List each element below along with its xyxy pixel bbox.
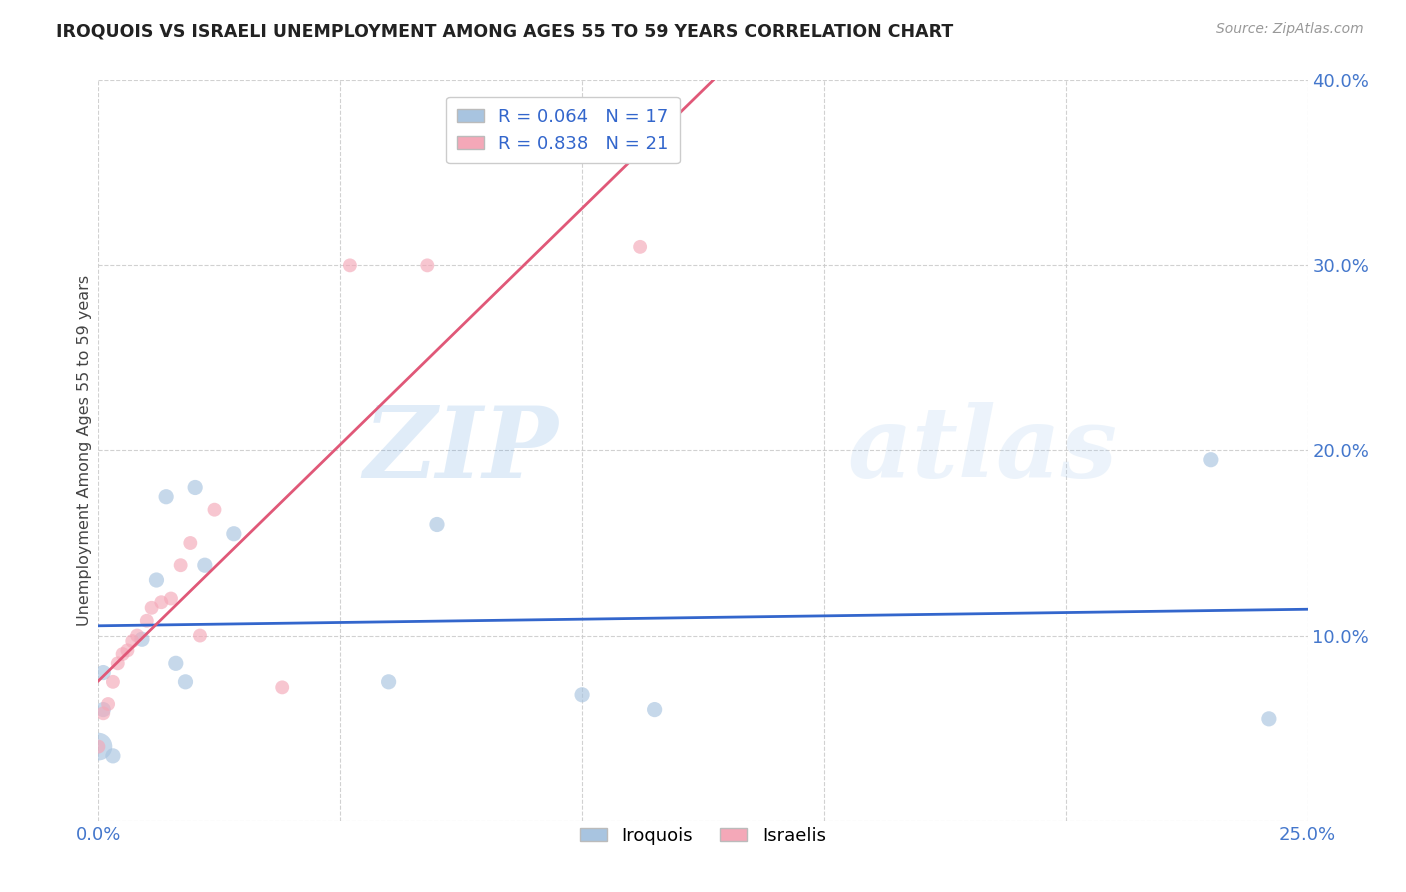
Point (160, 591, 183, 606)
Point (426, 517, 449, 532)
Text: ZIP: ZIP (363, 402, 558, 499)
Point (131, 632, 153, 647)
Point (1257, 712, 1279, 726)
Point (155, 490, 177, 504)
Point (628, 240, 651, 254)
Point (107, 657, 129, 671)
Y-axis label: Unemployment Among Ages 55 to 59 years: Unemployment Among Ages 55 to 59 years (77, 275, 91, 626)
Point (91, 706, 114, 721)
Point (117, 643, 139, 657)
Point (87, 739, 110, 754)
Point (101, 674, 124, 689)
Point (165, 657, 187, 671)
Text: IROQUOIS VS ISRAELI UNEMPLOYMENT AMONG AGES 55 TO 59 YEARS CORRELATION CHART: IROQUOIS VS ISRAELI UNEMPLOYMENT AMONG A… (56, 22, 953, 40)
Point (91, 703, 114, 717)
Point (416, 259, 439, 273)
Point (222, 526, 245, 541)
Point (377, 674, 399, 689)
Point (87, 739, 110, 754)
Point (127, 628, 149, 642)
Point (97, 697, 120, 711)
Point (184, 481, 207, 495)
Point (111, 647, 134, 661)
Point (169, 558, 191, 573)
Point (204, 502, 226, 516)
Point (91, 665, 114, 680)
Point (101, 748, 124, 763)
Point (141, 600, 163, 615)
Point (188, 628, 211, 642)
Point (194, 558, 217, 573)
Point (121, 634, 143, 648)
Point (271, 681, 294, 695)
Point (644, 703, 666, 717)
Point (150, 595, 173, 609)
Point (174, 674, 197, 689)
Point (1199, 452, 1222, 467)
Point (571, 688, 593, 702)
Legend: Iroquois, Israelis: Iroquois, Israelis (572, 820, 834, 853)
Point (135, 614, 157, 628)
Point (179, 536, 201, 550)
Point (339, 259, 361, 273)
Text: atlas: atlas (848, 402, 1118, 499)
Point (145, 573, 167, 587)
Text: Source: ZipAtlas.com: Source: ZipAtlas.com (1216, 22, 1364, 37)
